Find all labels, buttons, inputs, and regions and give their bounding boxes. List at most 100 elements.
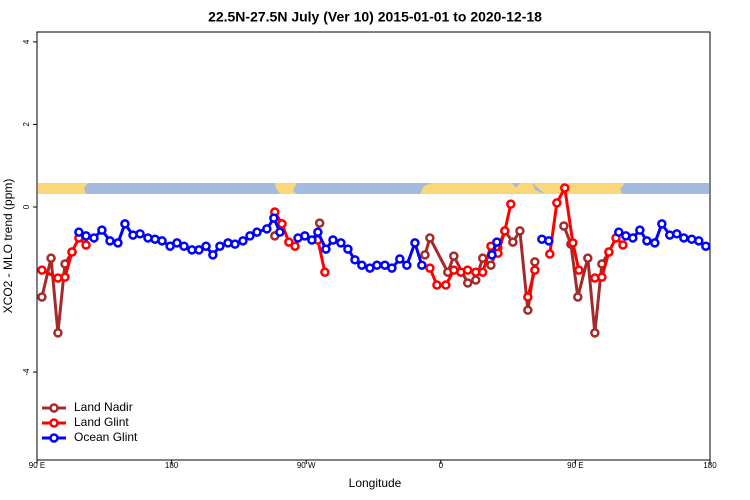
- point: [573, 292, 583, 302]
- point: [618, 240, 628, 250]
- point: [559, 221, 569, 231]
- point: [635, 225, 645, 235]
- legend-marker: [49, 403, 59, 413]
- point: [300, 231, 310, 241]
- x-tick-label: 0: [439, 461, 444, 470]
- point: [506, 199, 516, 209]
- legend-label: Land Glint: [74, 415, 129, 429]
- point: [523, 305, 533, 315]
- point: [492, 237, 502, 247]
- x-tick-label: 180: [703, 461, 717, 470]
- point: [387, 263, 397, 273]
- point: [372, 260, 382, 270]
- legend-label: Ocean Glint: [74, 430, 138, 444]
- point: [336, 238, 346, 248]
- point: [508, 237, 518, 247]
- point: [432, 280, 442, 290]
- point: [614, 227, 624, 237]
- point: [307, 235, 317, 245]
- chart-title: 22.5N-27.5N July (Ver 10) 2015-01-01 to …: [208, 9, 542, 25]
- point: [515, 226, 525, 236]
- point: [290, 241, 300, 251]
- point: [628, 233, 638, 243]
- point: [343, 244, 353, 254]
- point: [694, 236, 704, 246]
- point: [97, 225, 107, 235]
- point: [410, 238, 420, 248]
- point: [425, 263, 435, 273]
- point: [135, 229, 145, 239]
- y-tick-label: -4: [22, 368, 31, 376]
- point: [245, 231, 255, 241]
- point: [701, 241, 711, 251]
- point: [201, 241, 211, 251]
- point: [420, 250, 430, 260]
- point: [172, 238, 182, 248]
- point: [252, 227, 262, 237]
- point: [402, 260, 412, 270]
- point: [179, 241, 189, 251]
- y-tick-label: 4: [22, 39, 31, 44]
- x-tick-label: 90 E: [29, 461, 45, 470]
- point: [672, 229, 682, 239]
- point: [597, 272, 607, 282]
- point: [215, 241, 225, 251]
- point: [657, 219, 667, 229]
- point: [477, 267, 488, 277]
- y-axis-label: XCO2 - MLO trend (ppm): [1, 179, 15, 314]
- point: [37, 265, 47, 275]
- point: [81, 231, 91, 241]
- legend-label: Land Nadir: [74, 400, 133, 414]
- point: [583, 253, 593, 263]
- point: [357, 260, 367, 270]
- point: [284, 237, 294, 247]
- point: [89, 233, 99, 243]
- y-tick-label: 0: [22, 204, 31, 209]
- point: [60, 272, 70, 282]
- point: [574, 265, 584, 275]
- point: [194, 245, 204, 255]
- point: [530, 257, 540, 267]
- point: [321, 244, 331, 254]
- point: [462, 278, 473, 288]
- plot-frame: [36, 31, 711, 461]
- point: [230, 239, 240, 249]
- point: [37, 292, 47, 302]
- point: [545, 249, 555, 259]
- point: [486, 260, 496, 270]
- point: [425, 233, 435, 243]
- point: [560, 183, 570, 193]
- point: [328, 235, 338, 245]
- legend-marker: [49, 433, 59, 443]
- point: [523, 292, 533, 302]
- point: [471, 275, 481, 285]
- point: [449, 251, 459, 261]
- point: [642, 236, 652, 246]
- legend-marker: [49, 418, 59, 428]
- point: [544, 236, 554, 246]
- point: [552, 198, 562, 208]
- point: [157, 236, 167, 246]
- point: [417, 260, 427, 270]
- x-axis-label: Longitude: [349, 476, 402, 490]
- series-line: [40, 223, 611, 334]
- point: [81, 240, 91, 250]
- point: [105, 236, 115, 246]
- map-strip: [38, 183, 709, 194]
- point: [238, 236, 248, 246]
- point: [262, 224, 272, 234]
- y-tick-label: 2: [22, 122, 31, 127]
- point: [350, 255, 360, 265]
- point: [604, 247, 614, 257]
- point: [208, 250, 218, 260]
- point: [53, 328, 63, 338]
- point: [314, 218, 325, 228]
- point: [441, 280, 451, 290]
- point: [113, 238, 123, 248]
- point: [530, 265, 540, 275]
- point: [679, 233, 689, 243]
- x-tick-label: 90 W: [297, 461, 316, 470]
- point: [568, 238, 578, 248]
- point: [462, 265, 473, 275]
- point: [590, 328, 600, 338]
